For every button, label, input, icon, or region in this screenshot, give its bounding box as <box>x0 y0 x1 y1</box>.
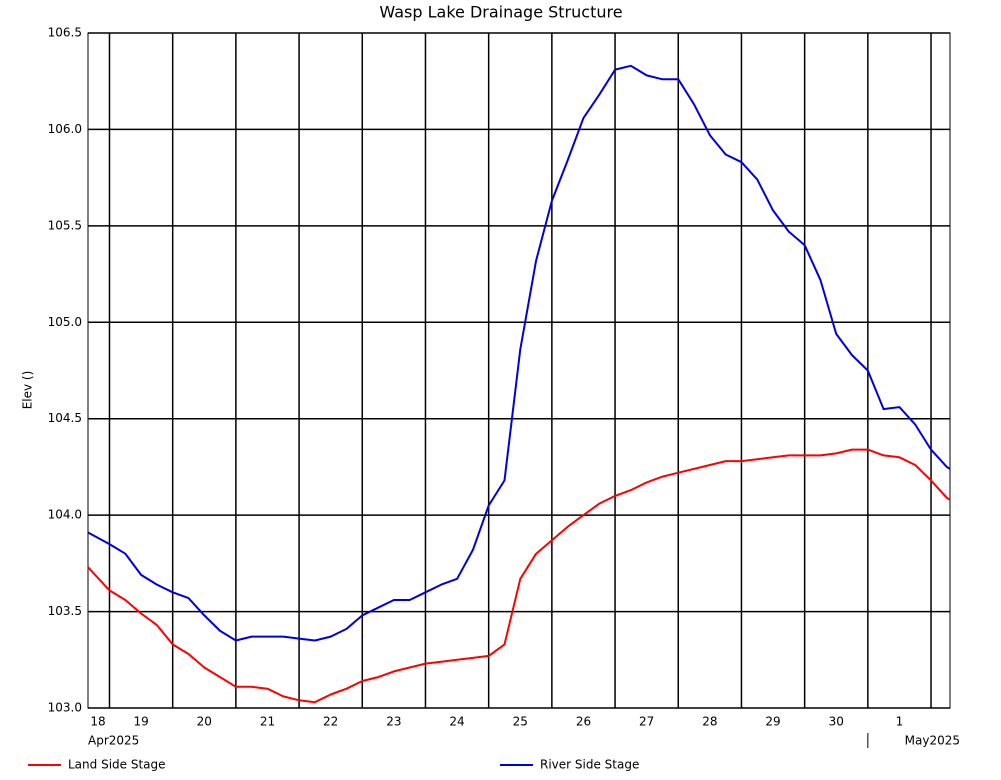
y-tick-label: 106.5 <box>48 26 82 40</box>
legend-label: River Side Stage <box>540 758 639 772</box>
y-tick-label: 106.0 <box>48 122 82 136</box>
x-tick-label: 27 <box>639 715 654 729</box>
legend-label: Land Side Stage <box>68 758 166 772</box>
chart-title: Wasp Lake Drainage Structure <box>379 3 622 22</box>
y-tick-label: 104.5 <box>48 411 82 425</box>
x-tick-label: 23 <box>386 715 401 729</box>
month-label: May2025 <box>905 734 960 748</box>
x-tick-label: 30 <box>829 715 844 729</box>
x-tick-label: 1 <box>896 715 904 729</box>
x-tick-label: 26 <box>576 715 591 729</box>
x-tick-label: 22 <box>323 715 338 729</box>
data-line <box>87 448 951 704</box>
x-tick-label: 29 <box>765 715 780 729</box>
x-tick-label: 20 <box>197 715 212 729</box>
x-tick-label: 21 <box>260 715 275 729</box>
y-tick-label: 103.0 <box>48 701 82 715</box>
x-tick-label: 24 <box>449 715 464 729</box>
plot-frame <box>87 32 951 709</box>
month-label: Apr2025 <box>88 734 139 748</box>
x-tick-label: 18 <box>90 715 105 729</box>
x-tick-label: 19 <box>133 715 148 729</box>
x-tick-label: 25 <box>513 715 528 729</box>
y-tick-label: 105.5 <box>48 218 82 232</box>
y-tick-label: 103.5 <box>48 604 82 618</box>
y-axis-label: Elev () <box>21 371 35 410</box>
x-tick-label: 28 <box>702 715 717 729</box>
y-tick-label: 105.0 <box>48 315 82 329</box>
data-line <box>87 64 951 642</box>
y-tick-label: 104.0 <box>48 508 82 522</box>
